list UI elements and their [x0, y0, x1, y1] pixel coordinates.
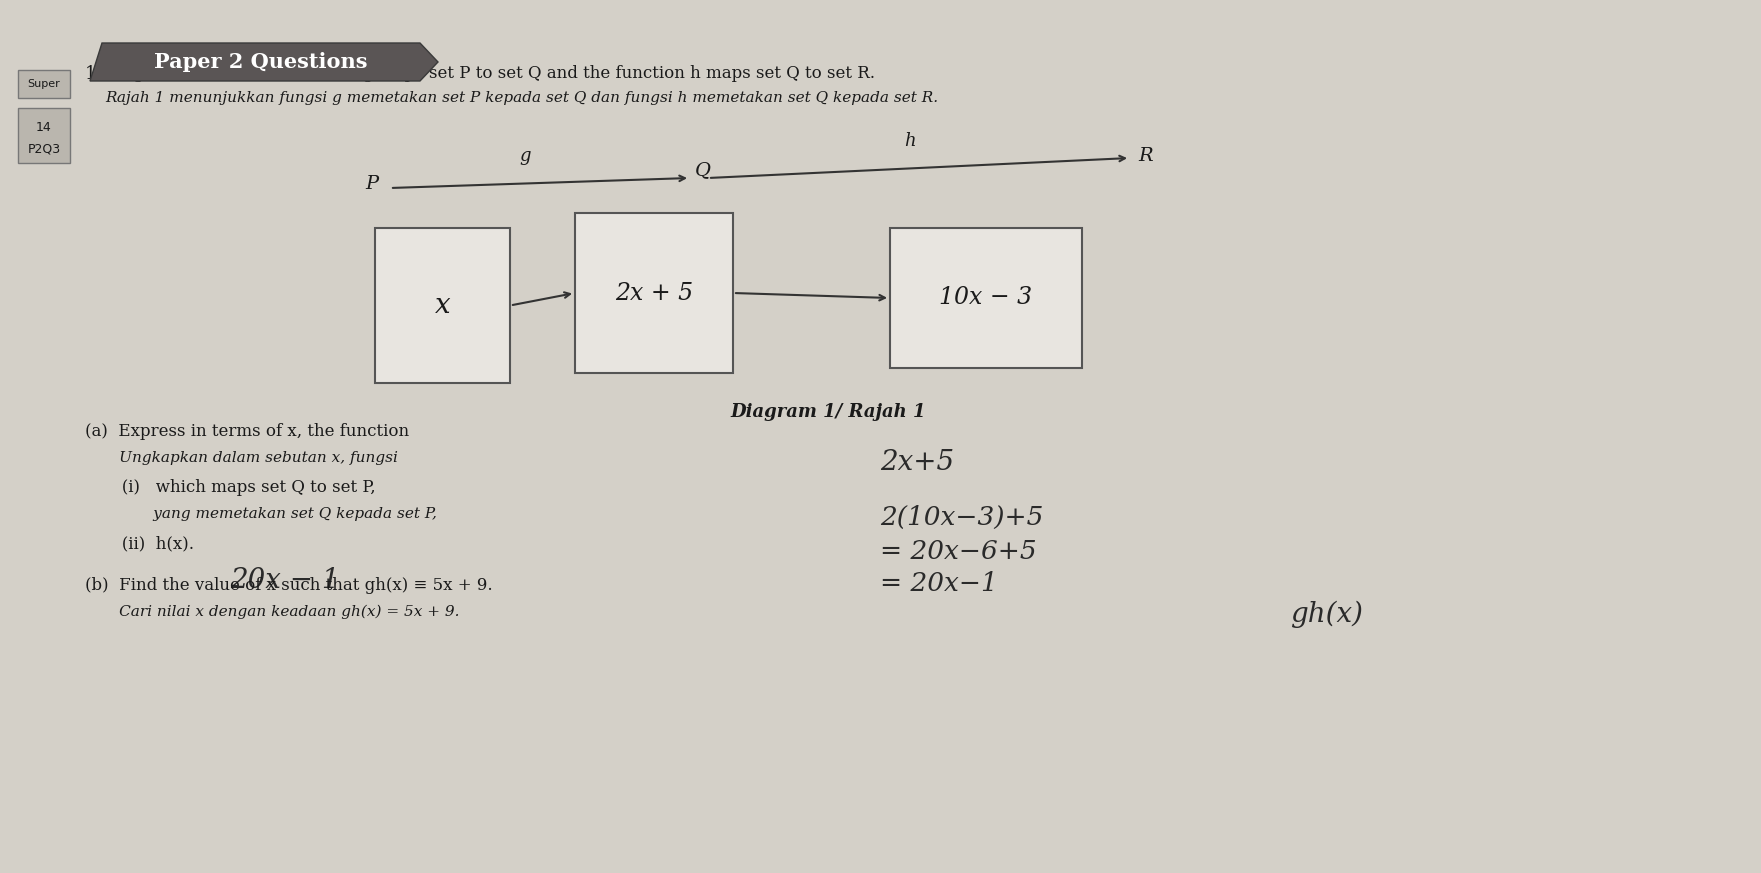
Text: R: R: [1138, 147, 1153, 165]
Text: h: h: [903, 132, 916, 150]
Text: 2x + 5: 2x + 5: [615, 281, 694, 305]
Bar: [18, 70, 70, 98]
Bar: [889, 228, 1081, 368]
Text: 1: 1: [85, 65, 97, 83]
Text: 14: 14: [37, 120, 51, 134]
Text: Ungkapkan dalam sebutan x, fungsi: Ungkapkan dalam sebutan x, fungsi: [85, 451, 398, 465]
Text: Cari nilai x dengan keadaan gh(x) = 5x + 9.: Cari nilai x dengan keadaan gh(x) = 5x +…: [85, 605, 460, 619]
Bar: [18, 108, 70, 163]
Bar: [576, 213, 733, 373]
Text: (i)   which maps set Q to set P,: (i) which maps set Q to set P,: [85, 479, 375, 496]
Text: = 20x−6+5: = 20x−6+5: [880, 539, 1037, 564]
Text: 2(10x−3)+5: 2(10x−3)+5: [880, 505, 1043, 530]
Text: (b)  Find the value of x such that gh(x) ≡ 5x + 9.: (b) Find the value of x such that gh(x) …: [85, 577, 493, 594]
Text: g: g: [519, 147, 530, 165]
Text: 10x − 3: 10x − 3: [939, 286, 1032, 310]
Text: (a)  Express in terms of x, the function: (a) Express in terms of x, the function: [85, 423, 409, 440]
Text: = 20x−1: = 20x−1: [880, 571, 998, 596]
Text: Q: Q: [696, 161, 711, 179]
Text: Paper 2 Questions: Paper 2 Questions: [155, 52, 368, 72]
Text: yang memetakan set Q kepada set P,: yang memetakan set Q kepada set P,: [85, 507, 437, 521]
Polygon shape: [90, 43, 438, 81]
Text: 2x+5: 2x+5: [880, 449, 954, 476]
Text: gh(x): gh(x): [1291, 601, 1363, 629]
Text: Rajah 1 menunjukkan fungsi g memetakan set P kepada set Q dan fungsi h memetakan: Rajah 1 menunjukkan fungsi g memetakan s…: [106, 91, 939, 105]
Text: P2Q3: P2Q3: [28, 143, 60, 155]
Text: Diagram 1 shows the function g maps set P to set Q and the function h maps set Q: Diagram 1 shows the function g maps set …: [106, 65, 875, 82]
Text: (ii)  h(x).: (ii) h(x).: [85, 535, 194, 552]
Bar: [375, 228, 511, 383]
Text: Super: Super: [28, 79, 60, 89]
Text: x: x: [435, 292, 451, 319]
Text: Diagram 1/ Rajah 1: Diagram 1/ Rajah 1: [731, 403, 926, 421]
Text: 20x − 1: 20x − 1: [231, 567, 340, 594]
Text: P: P: [365, 175, 379, 193]
